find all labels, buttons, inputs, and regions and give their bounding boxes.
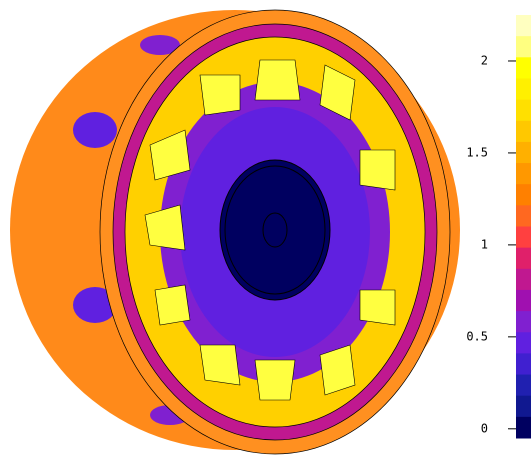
color-band [516,332,531,354]
shaft [263,213,287,247]
color-band [516,375,531,397]
color-band [516,57,531,79]
color-band [516,78,531,100]
tick-label: 0 [481,421,488,435]
color-band [516,311,531,333]
color-band [516,248,531,270]
color-band [516,417,531,439]
color-band [516,353,531,375]
color-band [516,290,531,312]
color-band [516,121,531,143]
field-spot [73,112,117,148]
tick-label: 1 [481,237,488,251]
color-band [516,36,531,58]
color-band [516,100,531,122]
color-band [516,269,531,291]
tick-label: 1.5 [466,145,488,159]
motor-field-plot [10,10,460,454]
color-band [516,15,531,37]
color-band [516,163,531,185]
color-band [516,227,531,249]
tick-label: 2 [481,53,488,67]
tick-label: 0.5 [466,329,488,343]
figure: 0 0.5 1 1.5 2 [0,0,531,458]
color-band [516,142,531,164]
color-band [516,184,531,206]
colorbar: 0 0.5 1 1.5 2 [466,15,531,439]
color-band [516,205,531,227]
color-band [516,396,531,418]
